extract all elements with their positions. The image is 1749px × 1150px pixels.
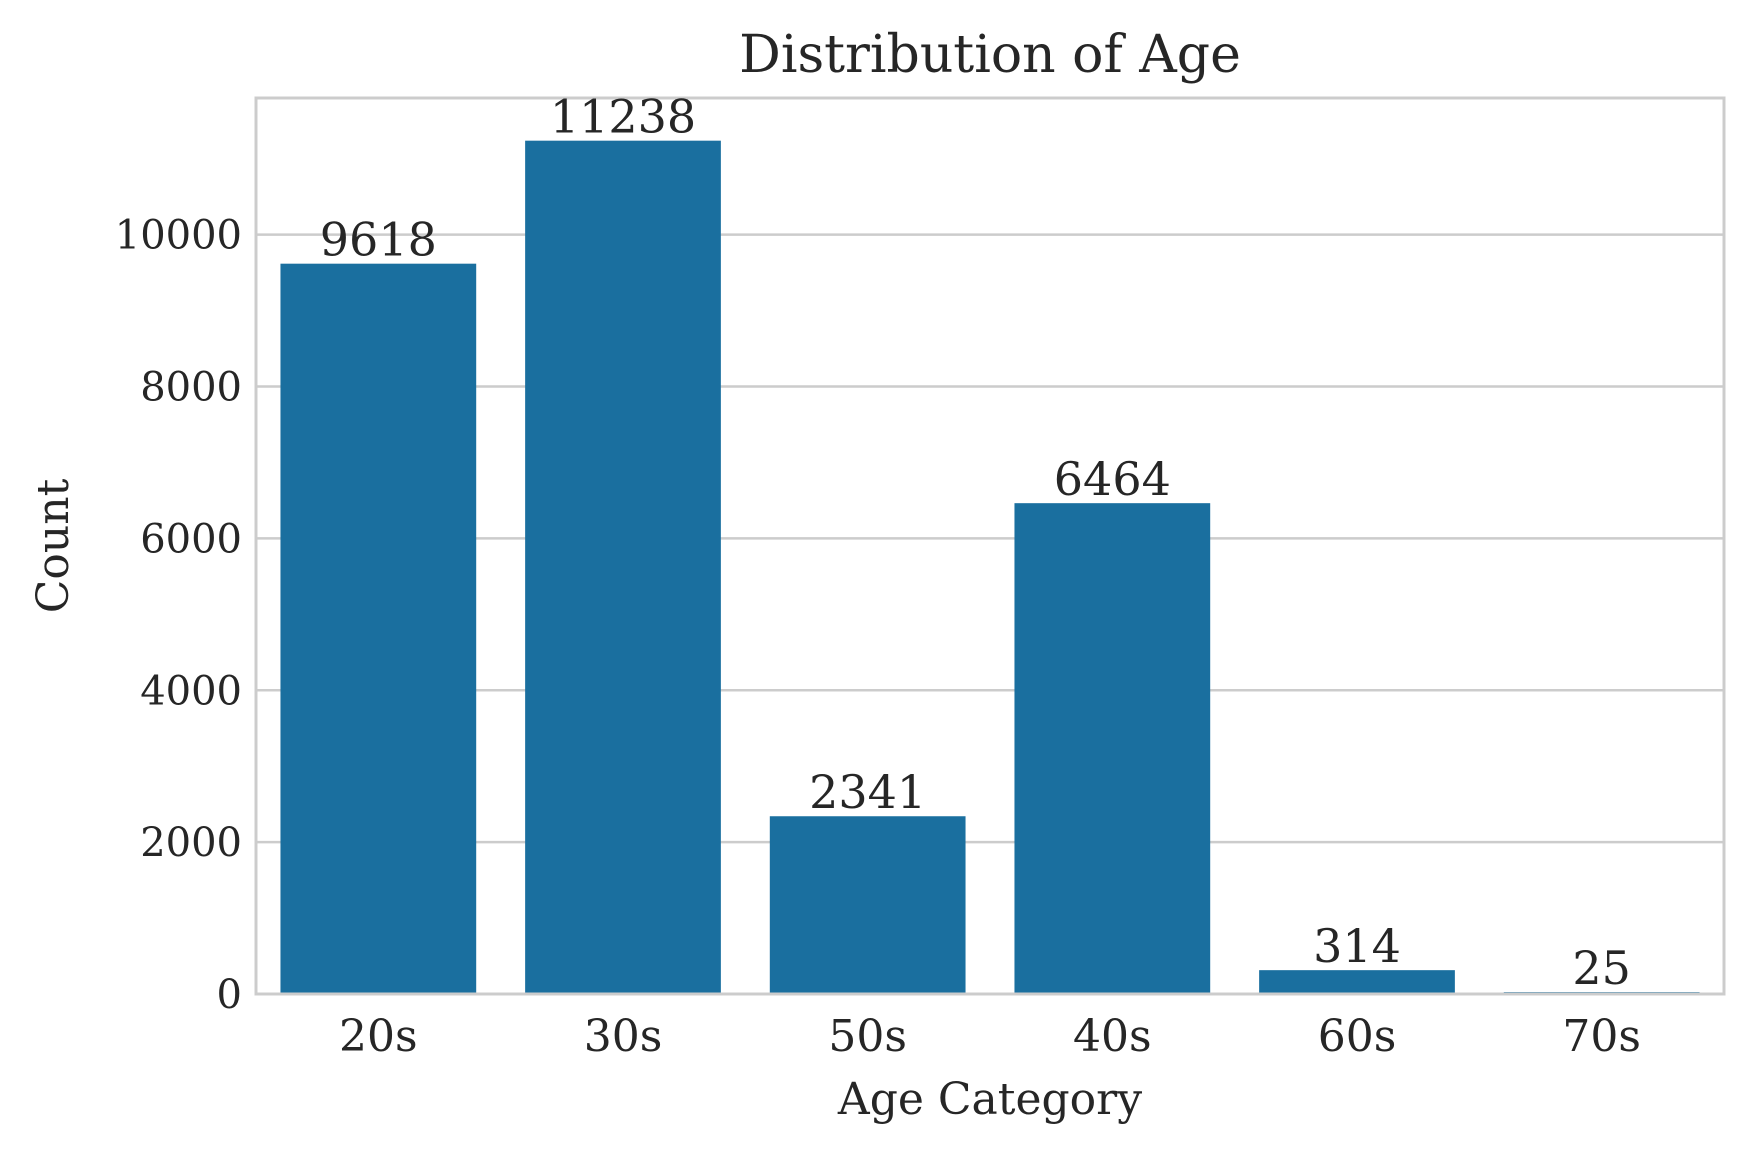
data-label-50s: 2341 bbox=[809, 765, 926, 819]
x-axis-label: Age Category bbox=[837, 1074, 1142, 1125]
x-axis-ticks: 20s 30s 50s 40s 60s 70s bbox=[339, 1011, 1641, 1062]
y-axis-ticks: 0 2000 4000 6000 8000 10000 bbox=[115, 213, 242, 1018]
bar-20s bbox=[280, 263, 477, 994]
x-tick-label-30s: 30s bbox=[584, 1011, 663, 1062]
data-labels: 9618 11238 2341 6464 314 25 bbox=[320, 90, 1631, 995]
x-tick-label-40s: 40s bbox=[1073, 1011, 1152, 1062]
bars bbox=[280, 140, 1700, 995]
x-tick-label-70s: 70s bbox=[1562, 1011, 1641, 1062]
y-tick-label: 2000 bbox=[140, 820, 242, 866]
data-label-30s: 11238 bbox=[550, 90, 696, 144]
data-label-20s: 9618 bbox=[320, 213, 437, 267]
y-tick-label: 8000 bbox=[140, 365, 242, 411]
y-tick-label: 4000 bbox=[140, 668, 242, 714]
bar-50s bbox=[769, 816, 966, 994]
data-label-70s: 25 bbox=[1572, 941, 1631, 995]
chart-title: Distribution of Age bbox=[739, 25, 1241, 85]
bar-30s bbox=[525, 140, 721, 995]
data-label-40s: 6464 bbox=[1054, 452, 1171, 506]
y-axis-label: Count bbox=[28, 478, 79, 613]
y-tick-label: 6000 bbox=[140, 516, 242, 562]
x-tick-label-50s: 50s bbox=[828, 1011, 907, 1062]
x-tick-label-20s: 20s bbox=[339, 1011, 418, 1062]
bar-40s bbox=[1014, 503, 1211, 994]
y-tick-label: 0 bbox=[217, 972, 242, 1018]
plot-frame bbox=[254, 96, 1726, 996]
data-label-60s: 314 bbox=[1313, 919, 1401, 973]
x-tick-label-60s: 60s bbox=[1318, 1011, 1397, 1062]
bar-60s bbox=[1259, 970, 1455, 994]
y-tick-label: 10000 bbox=[115, 213, 242, 259]
